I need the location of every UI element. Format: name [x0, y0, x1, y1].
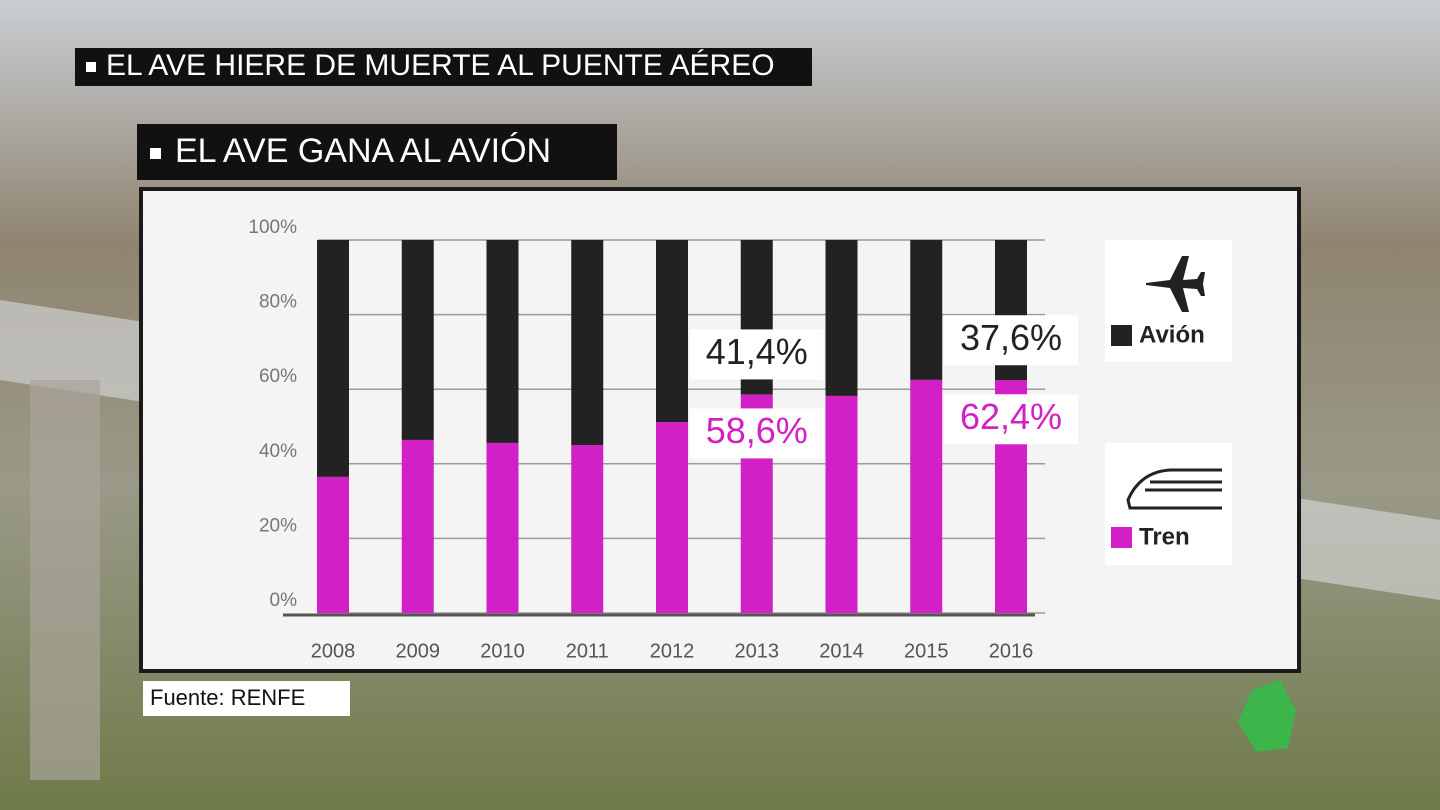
y-tick-label: 40% [259, 441, 297, 462]
value-label-box [689, 329, 824, 380]
y-tick-label: 0% [270, 590, 298, 611]
chart-title: EL AVE GANA AL AVIÓN [175, 132, 551, 170]
pillar [30, 380, 100, 780]
headline-box [75, 48, 812, 86]
bar-segment [656, 240, 688, 423]
y-tick-label: 60% [259, 366, 297, 387]
x-tick-label: 2010 [480, 640, 525, 662]
bar-segment [571, 445, 604, 613]
value-label: 58,6% [706, 410, 808, 451]
value-label: 41,4% [706, 331, 808, 372]
bar-segment [317, 476, 349, 613]
value-label: 62,4% [960, 396, 1062, 437]
bar-segment [571, 240, 604, 446]
value-label-box [944, 315, 1078, 366]
source: Fuente: RENFE [150, 685, 305, 710]
bullet [150, 148, 161, 159]
bar-segment [825, 240, 858, 396]
value-label-box [689, 408, 824, 459]
bar-segment [317, 240, 349, 477]
bar-segment [825, 395, 858, 613]
plane-icon [1146, 256, 1205, 312]
value-label-box [944, 394, 1078, 445]
y-tick-label: 20% [259, 515, 297, 536]
bar-segment [401, 439, 434, 613]
x-tick-label: 2012 [650, 640, 695, 662]
x-tick-label: 2016 [989, 640, 1034, 662]
y-tick-label: 80% [259, 292, 297, 313]
y-tick-label: 100% [248, 217, 297, 238]
legend-label: Avión [1139, 321, 1205, 348]
logo [1238, 680, 1296, 752]
headline: EL AVE HIERE DE MUERTE AL PUENTE AÉREO [106, 49, 775, 82]
source-box [143, 681, 350, 716]
legend-swatch [1111, 325, 1132, 346]
bar-segment [910, 379, 943, 613]
legend-label: Tren [1139, 523, 1190, 550]
value-label: 37,6% [960, 317, 1062, 358]
bar-segment [486, 240, 519, 443]
x-tick-label: 2008 [311, 640, 356, 662]
train-icon [1126, 468, 1222, 510]
x-tick-label: 2014 [819, 640, 864, 662]
legend-swatch [1111, 527, 1132, 548]
x-tick-label: 2009 [396, 640, 441, 662]
title-box [137, 124, 617, 180]
bar-segment [910, 240, 943, 380]
bullet [86, 62, 96, 72]
bar-segment [401, 240, 434, 440]
x-tick-label: 2015 [904, 640, 949, 662]
bar-segment [486, 442, 519, 613]
x-tick-label: 2011 [566, 640, 609, 662]
bar-segment [656, 422, 688, 613]
x-tick-label: 2013 [735, 640, 780, 662]
